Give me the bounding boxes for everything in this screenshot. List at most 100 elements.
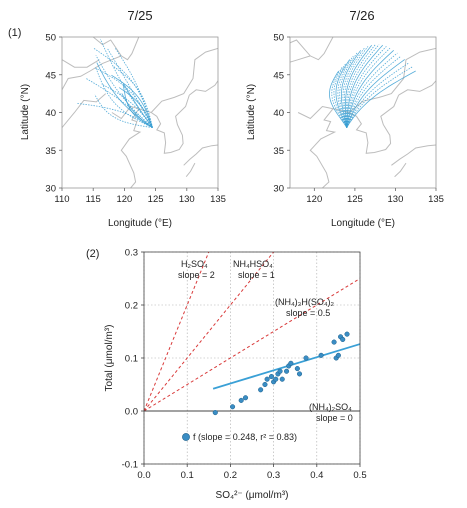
coast-segment [188, 80, 218, 96]
trajectory-line [94, 94, 153, 128]
y-axis-label: Latitude (°N) [246, 84, 257, 140]
trajectory-line [341, 50, 362, 128]
trajectory-line [335, 59, 351, 128]
trajectory-line [121, 93, 153, 128]
map-7-26: 7/26 120 125 130 135 30 35 40 45 50 Longitude (… [246, 8, 444, 229]
x-tick-label: 0.3 [267, 470, 280, 481]
data-point [238, 397, 244, 403]
y-axis-label: Latitude (°N) [20, 84, 31, 140]
coast-segment [394, 162, 407, 178]
ref-label-h2so4: H₂SO₄ [181, 259, 208, 269]
trajectory-line [85, 77, 153, 128]
trajectory-line [95, 68, 153, 128]
data-point [288, 360, 294, 366]
data-point [242, 395, 249, 401]
data-point [230, 404, 236, 410]
data-point [303, 355, 309, 361]
coast-segment [297, 105, 337, 188]
trajectory-line [346, 62, 409, 128]
x-tick-label: 135 [428, 194, 444, 205]
data-point [296, 371, 303, 377]
data-point [335, 352, 341, 358]
y-tick-label: 30 [45, 184, 56, 195]
trajectory-line [346, 59, 405, 128]
trajectories [76, 38, 153, 128]
x-tick-label: 125 [347, 194, 363, 205]
ref-label-nh4hso4: NH₄HSO₄ [233, 259, 273, 269]
ref-label-nh42so4: (NH₄)₂SO₄ [309, 402, 352, 412]
data-point [212, 410, 218, 416]
panel-label-1: (1) [8, 27, 21, 39]
coast-segment [398, 80, 436, 96]
data-point [344, 331, 350, 337]
trajectory-line [343, 46, 369, 128]
coastline [62, 37, 218, 188]
coast-segment [348, 94, 400, 154]
data-points [212, 331, 350, 416]
coast-segment [150, 47, 218, 113]
legend-text: f (slope = 0.248, r² = 0.83) [193, 432, 297, 442]
y-tick-label: 30 [273, 184, 284, 195]
data-point [258, 387, 264, 393]
x-tick-label: 125 [148, 194, 164, 205]
trajectory-line [95, 55, 153, 128]
coastline [290, 37, 436, 188]
x-tick-label: 0.4 [310, 470, 323, 481]
data-point [284, 368, 290, 374]
y-ticks: 30 35 40 45 50 [273, 33, 290, 195]
map-title: 7/26 [349, 8, 374, 23]
reference-lines [144, 252, 360, 412]
x-tick-label: 120 [116, 194, 132, 205]
coast-segment [150, 94, 190, 154]
x-ticks: 110 115 120 125 130 135 [54, 188, 226, 205]
data-point [279, 376, 285, 382]
data-point [294, 366, 300, 372]
y-tick-label: 50 [273, 33, 284, 44]
scatter-chart: 0.0 0.1 0.2 0.3 0.4 0.5 -0.10.00.10.20.3 H₂SO… [104, 248, 367, 502]
trajectory-line [346, 44, 383, 128]
trajectory-line [346, 44, 380, 128]
y-tick-label: 35 [45, 146, 56, 157]
ref-line [144, 278, 360, 412]
y-tick-label: -0.1 [122, 460, 138, 471]
data-point [340, 336, 346, 343]
coast-segment [62, 55, 122, 91]
data-point [331, 339, 337, 345]
y-tick-label: 0.2 [125, 301, 138, 312]
y-tick-label: 40 [273, 108, 284, 119]
coast-segment [185, 162, 196, 178]
y-tick-label: 0.0 [125, 407, 138, 418]
data-point [262, 381, 268, 388]
y-axis-label: Total (μmol/m³) [104, 325, 115, 392]
x-tick-label: 135 [210, 194, 226, 205]
panel-label-2: (2) [86, 248, 99, 260]
trajectory-line [99, 38, 153, 128]
coast-segment [138, 108, 152, 113]
trajectory-line [345, 44, 373, 128]
trajectory-line [346, 46, 387, 128]
y-ticks: 30 35 40 45 50 [45, 33, 62, 195]
x-tick-label: 130 [388, 194, 404, 205]
x-tick-label: 0.5 [353, 470, 366, 481]
x-tick-label: 0.2 [224, 470, 237, 481]
y-tick-label: 0.1 [125, 354, 138, 365]
trajectory-line [339, 52, 358, 128]
x-tick-label: 115 [86, 194, 101, 205]
coast-segment [332, 108, 350, 113]
trajectory-line [346, 52, 398, 128]
ref-slope-nh42so4: slope = 0 [316, 413, 353, 423]
data-point [264, 376, 270, 382]
trajectory-line [94, 67, 153, 128]
trajectory-line [346, 70, 416, 128]
y-tick-label: 45 [273, 70, 284, 81]
data-point [268, 374, 274, 380]
y-tick-label: 50 [45, 33, 56, 44]
y-tick-label: 35 [273, 146, 284, 157]
data-point [273, 376, 279, 382]
coast-segment [183, 144, 218, 166]
coast-segment [290, 55, 311, 63]
trajectory-line [345, 44, 376, 128]
coast-segment [111, 105, 142, 188]
coast-segment [62, 59, 100, 68]
